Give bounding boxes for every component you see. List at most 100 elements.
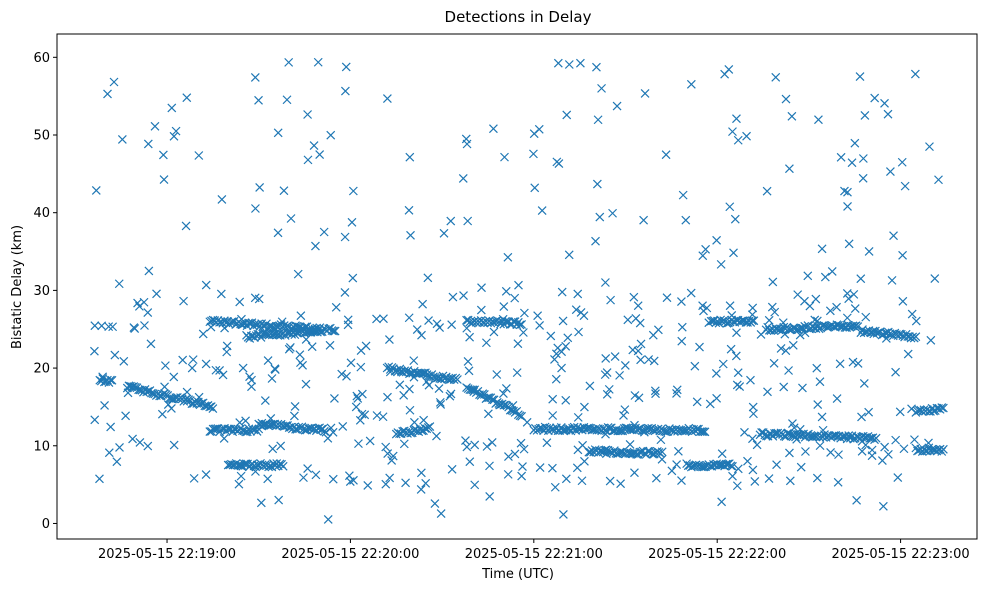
detection-point bbox=[606, 295, 616, 305]
detection-point bbox=[171, 126, 181, 136]
detection-point bbox=[420, 424, 430, 433]
detection-point bbox=[220, 323, 230, 333]
detection-point bbox=[870, 93, 880, 103]
detection-point bbox=[676, 297, 686, 306]
detection-point bbox=[750, 477, 760, 486]
detection-point bbox=[597, 83, 606, 93]
detection-point bbox=[409, 417, 419, 427]
detection-point bbox=[517, 471, 527, 481]
detection-point bbox=[416, 468, 426, 478]
detection-point bbox=[726, 461, 736, 471]
detection-point bbox=[907, 404, 916, 414]
detection-point bbox=[103, 89, 112, 99]
detection-point bbox=[677, 336, 687, 346]
detection-point bbox=[657, 447, 667, 457]
detection-point bbox=[858, 154, 868, 163]
detection-point bbox=[519, 308, 529, 318]
detection-point bbox=[604, 384, 614, 394]
detection-point bbox=[341, 62, 351, 72]
detection-point bbox=[463, 216, 473, 226]
detection-point bbox=[462, 323, 472, 333]
detection-point bbox=[764, 474, 774, 484]
detection-point bbox=[276, 441, 286, 451]
detection-point bbox=[329, 326, 338, 336]
detection-point bbox=[795, 330, 805, 340]
detection-point bbox=[90, 321, 100, 331]
plot-frame bbox=[56, 33, 978, 540]
detection-point bbox=[826, 448, 836, 457]
detection-point bbox=[278, 461, 288, 471]
detection-point bbox=[143, 139, 153, 149]
detection-point bbox=[639, 215, 649, 225]
detection-point bbox=[601, 429, 610, 439]
detection-point bbox=[700, 427, 710, 437]
detection-point bbox=[267, 374, 277, 383]
detection-point bbox=[194, 392, 204, 402]
detection-point bbox=[346, 358, 356, 368]
detection-point bbox=[268, 444, 278, 454]
detection-point bbox=[784, 164, 794, 174]
detection-point bbox=[891, 435, 901, 445]
detection-point bbox=[573, 412, 583, 422]
detection-point bbox=[678, 190, 688, 200]
detection-point bbox=[562, 110, 572, 120]
detection-point bbox=[724, 65, 734, 74]
detection-point bbox=[813, 400, 823, 410]
detection-point bbox=[593, 115, 603, 125]
detection-point bbox=[465, 332, 475, 342]
detection-point bbox=[206, 322, 216, 332]
detection-point bbox=[849, 289, 859, 299]
x-axis-label: Time (UTC) bbox=[481, 567, 554, 582]
detection-point bbox=[535, 321, 545, 330]
detection-point bbox=[614, 426, 624, 435]
detection-point bbox=[169, 440, 179, 450]
detection-point bbox=[895, 407, 905, 417]
detection-point bbox=[247, 375, 256, 385]
detection-point bbox=[667, 466, 677, 476]
x-tick-label: 2025-05-15 22:19:00 bbox=[98, 547, 236, 562]
detection-point bbox=[842, 323, 851, 333]
detection-point bbox=[109, 77, 119, 87]
detection-point bbox=[284, 57, 294, 67]
detection-point bbox=[907, 309, 917, 319]
detection-point bbox=[299, 473, 308, 483]
detection-point bbox=[934, 175, 943, 185]
detection-point bbox=[557, 347, 567, 357]
detection-point bbox=[600, 370, 610, 380]
detection-point bbox=[781, 94, 791, 104]
detection-point bbox=[254, 95, 263, 105]
detection-point bbox=[833, 477, 843, 487]
detection-point bbox=[610, 352, 620, 362]
detection-point bbox=[495, 400, 505, 410]
detection-point bbox=[235, 297, 245, 307]
detection-point bbox=[633, 346, 643, 356]
detection-point bbox=[383, 449, 393, 458]
detection-point bbox=[295, 350, 305, 360]
detection-point bbox=[572, 463, 582, 473]
detection-point bbox=[432, 319, 442, 329]
detection-point bbox=[818, 425, 828, 435]
detection-point bbox=[499, 400, 509, 410]
detection-point bbox=[698, 251, 708, 261]
detection-point bbox=[844, 294, 854, 304]
detection-point bbox=[564, 250, 574, 260]
detection-point bbox=[595, 212, 605, 222]
detection-point bbox=[554, 159, 564, 168]
detection-point bbox=[503, 252, 513, 262]
detection-point bbox=[150, 121, 160, 131]
detection-point bbox=[167, 103, 177, 113]
detection-point bbox=[548, 411, 558, 420]
detection-point bbox=[522, 417, 532, 427]
detection-point bbox=[557, 287, 567, 297]
detection-point bbox=[340, 232, 350, 242]
detection-point bbox=[251, 467, 260, 476]
detection-point bbox=[159, 175, 169, 185]
detection-point bbox=[628, 345, 638, 355]
detection-point bbox=[857, 436, 867, 446]
detection-point bbox=[561, 395, 571, 405]
detection-point bbox=[537, 206, 547, 215]
detection-point bbox=[445, 391, 455, 401]
detection-point bbox=[746, 375, 755, 385]
detection-point bbox=[198, 329, 208, 339]
